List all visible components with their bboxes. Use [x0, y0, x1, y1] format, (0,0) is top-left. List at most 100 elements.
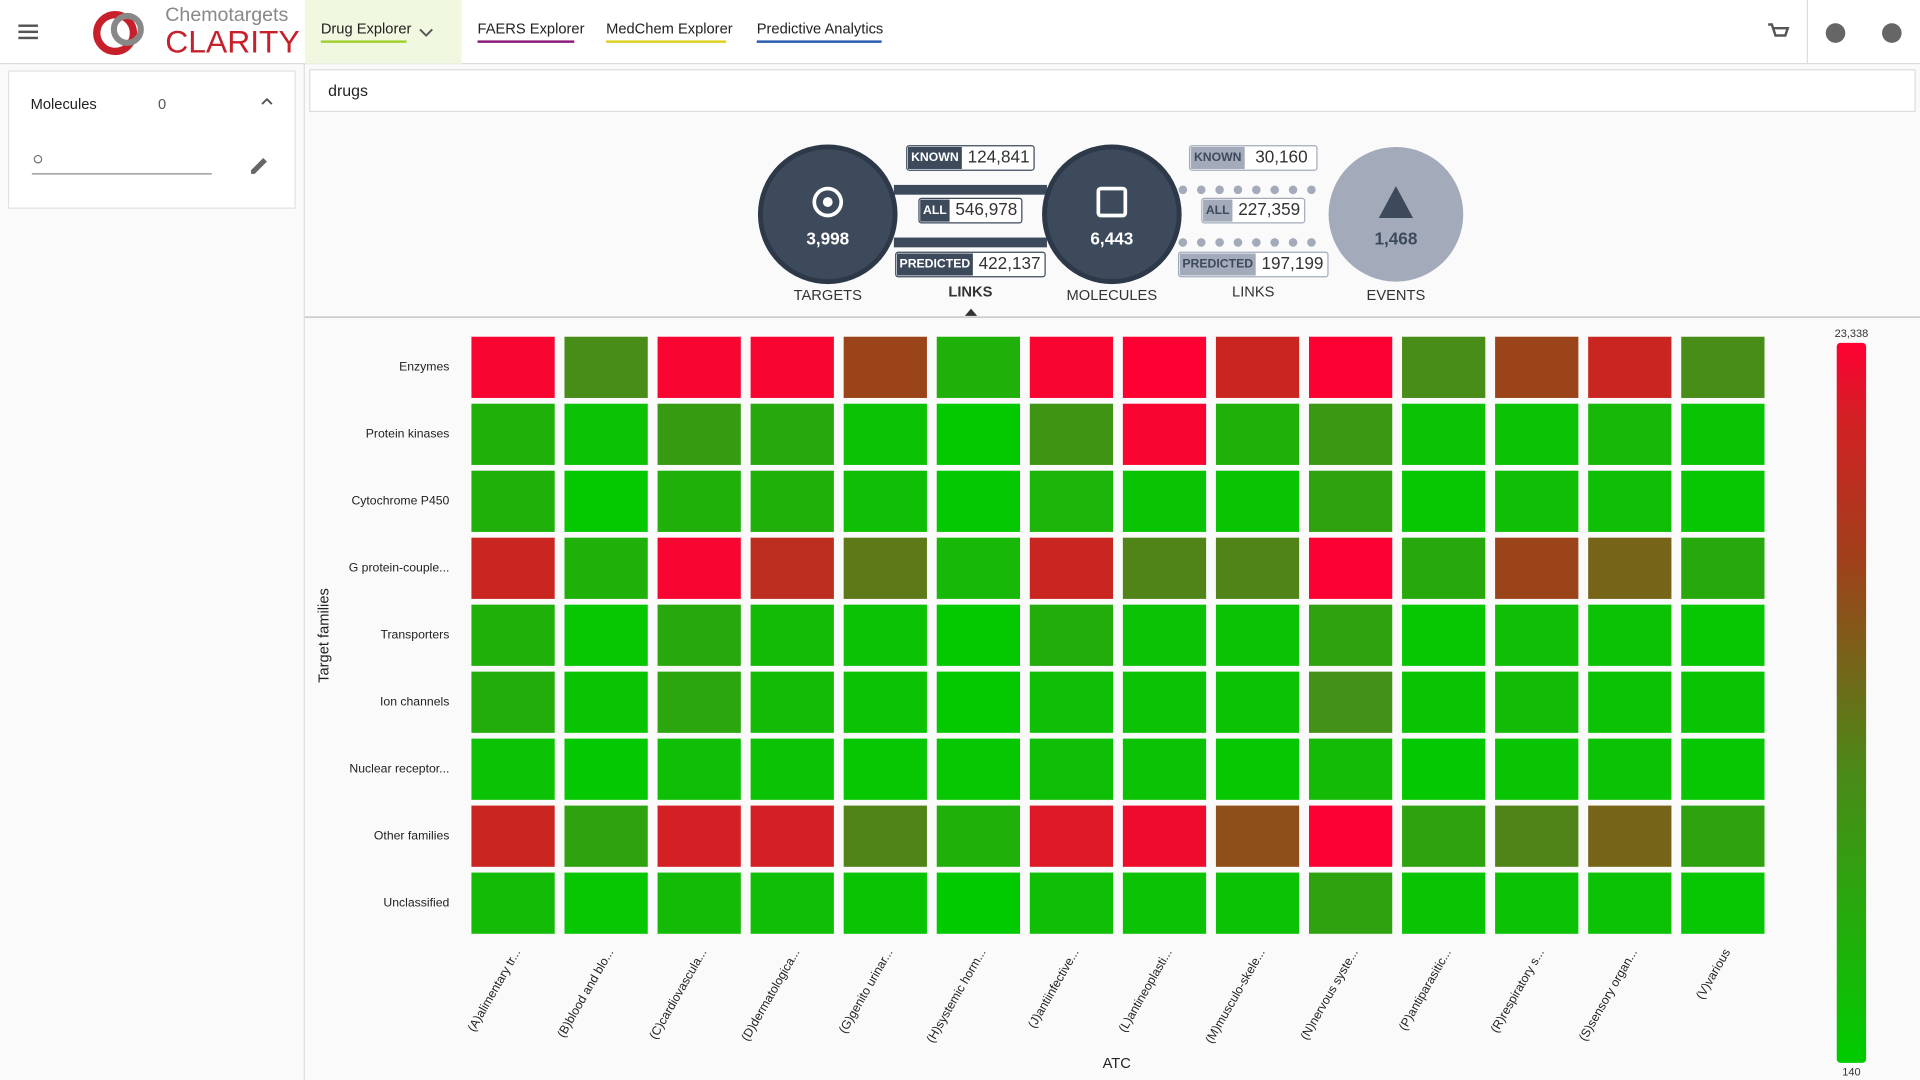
heatmap-cell[interactable] [564, 604, 648, 666]
heatmap-cell[interactable] [750, 336, 834, 398]
heatmap-cell[interactable] [1681, 537, 1765, 599]
heatmap-cell[interactable] [1588, 537, 1672, 599]
heatmap-cell[interactable] [1122, 537, 1207, 599]
heatmap-cell[interactable] [471, 336, 555, 398]
heatmap-cell[interactable] [1215, 537, 1300, 599]
heatmap-cell[interactable] [1215, 470, 1300, 532]
heatmap-cell[interactable] [1029, 671, 1114, 733]
heatmap-cell[interactable] [471, 604, 555, 666]
heatmap-cell[interactable] [1308, 403, 1393, 465]
heatmap-cell[interactable] [1402, 336, 1486, 398]
heatmap-cell[interactable] [1681, 671, 1765, 733]
heatmap-cell[interactable] [657, 403, 741, 465]
heatmap-cell[interactable] [1402, 805, 1486, 867]
heatmap-cell[interactable] [1402, 403, 1486, 465]
tab[interactable]: FAERS Explorer [478, 21, 585, 37]
heatmap-cell[interactable] [1308, 872, 1393, 934]
heatmap-cell[interactable] [936, 805, 1020, 867]
heatmap-cell[interactable] [1122, 872, 1207, 934]
heatmap-cell[interactable] [750, 470, 834, 532]
heatmap-cell[interactable] [1029, 403, 1114, 465]
heatmap-cell[interactable] [1122, 403, 1207, 465]
heatmap-cell[interactable] [843, 671, 927, 733]
heatmap-cell[interactable] [1029, 805, 1114, 867]
heatmap-cell[interactable] [1308, 738, 1393, 800]
heatmap-cell[interactable] [657, 872, 741, 934]
heatmap-cell[interactable] [471, 470, 555, 532]
cart-icon[interactable] [1768, 23, 1790, 37]
heatmap-cell[interactable] [936, 604, 1020, 666]
heatmap-cell[interactable] [1122, 671, 1207, 733]
heatmap-cell[interactable] [1308, 336, 1393, 398]
heatmap-cell[interactable] [1588, 336, 1672, 398]
heatmap-cell[interactable] [1495, 738, 1579, 800]
heatmap-cell[interactable] [1681, 805, 1765, 867]
heatmap-cell[interactable] [564, 336, 648, 398]
heatmap-cell[interactable] [657, 336, 741, 398]
heatmap-cell[interactable] [1681, 336, 1765, 398]
heatmap-cell[interactable] [657, 805, 741, 867]
heatmap-cell[interactable] [1495, 336, 1579, 398]
help-icon[interactable] [1825, 23, 1846, 43]
heatmap-cell[interactable] [1402, 470, 1486, 532]
heatmap-cell[interactable] [1495, 805, 1579, 867]
heatmap-cell[interactable] [1308, 537, 1393, 599]
heatmap-cell[interactable] [1215, 805, 1300, 867]
heatmap-cell[interactable] [843, 738, 927, 800]
heatmap-cell[interactable] [1029, 872, 1114, 934]
heatmap-cell[interactable] [1029, 336, 1114, 398]
heatmap-cell[interactable] [1588, 604, 1672, 666]
heatmap-cell[interactable] [750, 671, 834, 733]
heatmap-cell[interactable] [1402, 671, 1486, 733]
heatmap-cell[interactable] [657, 537, 741, 599]
heatmap-cell[interactable] [564, 872, 648, 934]
heatmap-cell[interactable] [936, 671, 1020, 733]
heatmap-cell[interactable] [1402, 872, 1486, 934]
heatmap-cell[interactable] [1122, 805, 1207, 867]
tab[interactable]: Drug Explorer [321, 21, 412, 37]
heatmap-cell[interactable] [936, 403, 1020, 465]
heatmap-cell[interactable] [1495, 537, 1579, 599]
dropdown-icon[interactable] [419, 28, 433, 37]
heatmap-cell[interactable] [1029, 537, 1114, 599]
heatmap-cell[interactable] [1588, 403, 1672, 465]
edit-icon[interactable] [251, 157, 267, 174]
heatmap-cell[interactable] [843, 403, 927, 465]
heatmap-cell[interactable] [564, 738, 648, 800]
heatmap-cell[interactable] [750, 738, 834, 800]
heatmap-cell[interactable] [1681, 604, 1765, 666]
heatmap-cell[interactable] [471, 671, 555, 733]
heatmap-cell[interactable] [1588, 805, 1672, 867]
heatmap-cell[interactable] [1681, 872, 1765, 934]
menu-icon[interactable] [18, 24, 38, 40]
heatmap-cell[interactable] [657, 470, 741, 532]
heatmap-cell[interactable] [564, 470, 648, 532]
heatmap-cell[interactable] [1495, 671, 1579, 733]
heatmap-cell[interactable] [843, 336, 927, 398]
heatmap-cell[interactable] [657, 604, 741, 666]
heatmap-cell[interactable] [471, 738, 555, 800]
heatmap-cell[interactable] [1308, 470, 1393, 532]
heatmap-cell[interactable] [1215, 671, 1300, 733]
heatmap-cell[interactable] [843, 872, 927, 934]
heatmap-cell[interactable] [564, 671, 648, 733]
heatmap-cell[interactable] [843, 470, 927, 532]
heatmap-cell[interactable] [1402, 738, 1486, 800]
heatmap-cell[interactable] [1029, 738, 1114, 800]
heatmap-cell[interactable] [1588, 470, 1672, 532]
heatmap-cell[interactable] [471, 805, 555, 867]
heatmap-cell[interactable] [1495, 470, 1579, 532]
heatmap-cell[interactable] [1029, 604, 1114, 666]
tab[interactable]: Predictive Analytics [757, 21, 884, 37]
heatmap-cell[interactable] [1122, 336, 1207, 398]
heatmap-cell[interactable] [564, 805, 648, 867]
heatmap-cell[interactable] [1588, 738, 1672, 800]
account-icon[interactable] [1882, 23, 1902, 43]
collapse-icon[interactable] [261, 97, 273, 105]
heatmap-cell[interactable] [843, 604, 927, 666]
heatmap-cell[interactable] [471, 403, 555, 465]
heatmap-cell[interactable] [1681, 403, 1765, 465]
heatmap-cell[interactable] [750, 872, 834, 934]
heatmap-cell[interactable] [471, 872, 555, 934]
tab[interactable]: MedChem Explorer [606, 21, 733, 37]
